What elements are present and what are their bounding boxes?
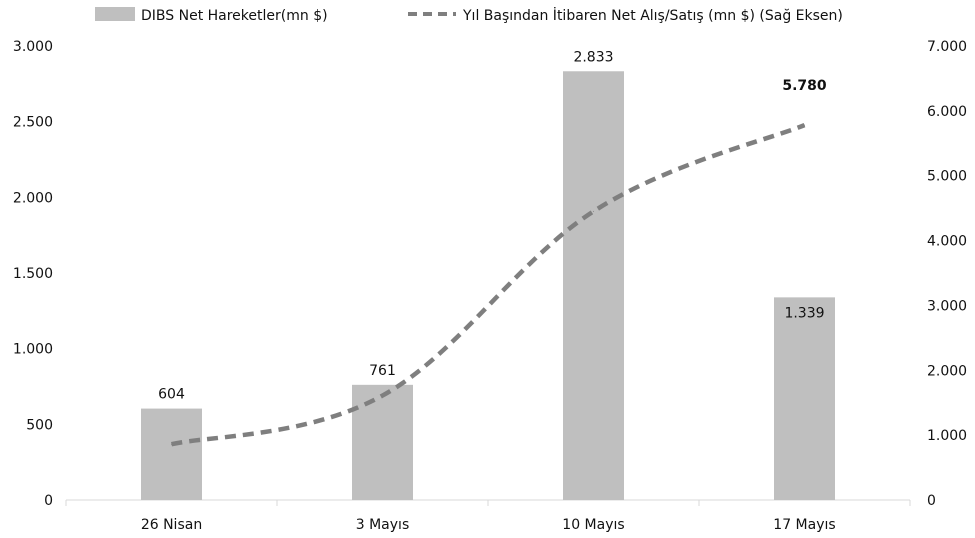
right-tick-label: 4.000 [927, 234, 967, 250]
line-series [170, 123, 806, 447]
line-data-label: 5.780 [782, 78, 827, 94]
left-tick-label: 500 [26, 417, 53, 433]
line-point [382, 395, 383, 397]
right-tick-label: 3.000 [927, 298, 967, 314]
line-path [170, 123, 806, 447]
legend-label-bar: DIBS Net Hareketler(mn $) [141, 8, 328, 24]
legend-label-line: Yıl Başından İtibaren Net Alış/Satış (mn… [462, 6, 843, 24]
right-tick-label: 0 [927, 493, 936, 509]
bar-data-label: 1.339 [784, 305, 824, 321]
bar [352, 384, 413, 500]
left-tick-label: 2.500 [13, 115, 53, 131]
bar-data-label: 2.833 [573, 49, 613, 65]
bar [563, 71, 624, 500]
right-tick-label: 6.000 [927, 104, 967, 120]
left-tick-label: 2.000 [13, 190, 53, 206]
bar-data-label: 761 [369, 363, 396, 379]
line-point [804, 124, 805, 126]
line-point [171, 443, 172, 445]
legend-swatch-bar [95, 7, 135, 21]
x-tick-label: 10 Mayıs [562, 517, 624, 533]
bar-series [141, 71, 835, 500]
left-tick-label: 1.500 [13, 266, 53, 282]
right-tick-label: 5.000 [927, 169, 967, 185]
right-axis-ticks: 0 1.000 2.000 3.000 4.000 5.000 6.000 7.000 [927, 39, 967, 509]
right-tick-label: 7.000 [927, 39, 967, 55]
x-axis-ticks: 26 Nisan 3 Mayıs 10 Mayıs 17 Mayıs [65, 500, 911, 533]
bar [141, 408, 202, 500]
left-tick-label: 0 [44, 493, 53, 509]
left-tick-label: 3.000 [13, 39, 53, 55]
right-tick-label: 1.000 [927, 428, 967, 444]
x-tick-label: 17 Mayıs [773, 517, 835, 533]
left-axis-ticks: 0 500 1.000 1.500 2.000 2.500 3.000 [13, 39, 53, 509]
right-tick-label: 2.000 [927, 363, 967, 379]
left-tick-label: 1.000 [13, 342, 53, 358]
data-labels: 604 761 2.833 1.339 5.780 [158, 49, 827, 402]
x-tick-label: 3 Mayıs [356, 517, 409, 533]
legend: DIBS Net Hareketler(mn $) Yıl Başından İ… [95, 6, 843, 24]
bar [774, 297, 835, 500]
bar-data-label: 604 [158, 387, 185, 403]
x-tick-label: 26 Nisan [141, 517, 202, 533]
line-point [593, 210, 594, 212]
